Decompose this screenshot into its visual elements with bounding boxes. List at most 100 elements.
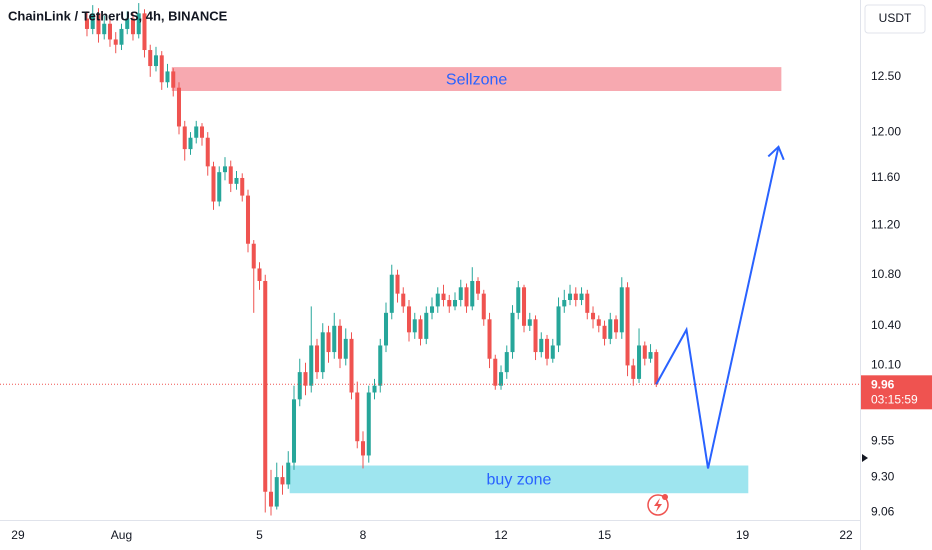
candle-body [257,268,262,281]
candle-body [228,166,233,184]
candle-body [355,392,360,442]
candle-body [165,71,170,83]
candle-body [251,243,256,269]
last-price-label: 9.96 [871,377,895,391]
x-tick-label: 12 [494,528,508,542]
x-tick-label: 19 [736,528,750,542]
candle-body [435,293,440,307]
candle-body [343,338,348,359]
currency-box[interactable] [864,4,926,34]
candle-body [153,55,158,67]
candle-body [596,319,601,326]
candle-body [487,319,492,359]
y-tick-label: 12.00 [871,124,901,138]
candle-body [84,18,89,29]
candle-body [401,293,406,307]
x-tick-label: 22 [839,528,853,542]
currency[interactable]: USDT [879,11,912,25]
candle-body [430,306,435,313]
candle-body [360,441,366,456]
alert-bolt[interactable] [654,498,662,512]
alert-dot[interactable] [662,494,668,500]
candle-body [476,280,481,294]
y-tick-label: 10.40 [871,318,901,332]
candle-body [539,338,544,353]
candle-body [268,491,274,507]
candle-body [130,18,135,35]
candle-body [205,137,210,167]
x-tick-label: 29 [11,528,25,542]
candle-body [619,287,624,333]
candle-body [217,172,222,202]
candle-body [424,312,429,339]
candle-body [234,177,239,184]
candle-body [96,13,101,35]
candle-body [642,345,647,359]
candle-body [591,312,596,320]
projection-line [655,146,780,469]
x-tick-label: 8 [360,528,367,542]
candle-body [510,312,515,353]
candle-body [148,50,153,67]
candle-body [447,300,452,307]
candle-body [194,126,199,138]
candle-body [125,18,130,29]
candle-body [516,287,521,313]
candle-body [637,345,642,379]
candle-body [493,358,498,386]
candle-body [171,71,176,88]
y-tick-label: 9.55 [871,433,895,447]
candle-body [556,306,561,346]
candle-body [389,274,394,313]
countdown-label: 03:15:59 [871,392,918,406]
y-tick-label: 10.10 [871,358,901,372]
candle-body [280,477,285,485]
candle-body [303,372,308,386]
candle-body [366,392,371,456]
candle-body [412,319,417,333]
candle-body [527,319,532,326]
y-tick-label: 9.30 [871,469,895,483]
x-tick-label: 5 [256,528,263,542]
candle-body [441,293,446,301]
candle-body [383,312,389,346]
candle-body [222,166,228,173]
candle-body [614,319,619,333]
chart-title: ChainLink / TetherUS, 4h, BINANCE [8,8,228,23]
candle-body [245,195,251,244]
candle-body [568,293,573,301]
y-tick-label: 9.06 [871,505,895,519]
candle-body [464,287,469,307]
y-tick-label: 12.50 [871,69,901,83]
candle-body [274,477,279,507]
y-tick-label: 11.20 [871,218,900,232]
candle-body [113,39,118,45]
candle-body [504,352,509,373]
zone-label: buy zone [487,472,552,489]
candle-body [625,287,630,366]
candle-body [309,345,314,386]
candle-body [378,345,383,386]
candle-body [90,13,95,29]
candle-body [481,293,486,320]
candle-body [102,23,107,35]
candle-body [349,338,354,393]
candle-body [372,385,377,393]
candle-body [499,372,504,386]
plot: Sellzone buy zone [84,3,785,516]
alert-icon[interactable] [647,494,669,516]
candle-body [458,287,463,301]
scroll-marker[interactable] [862,454,868,462]
candle-body [326,332,331,353]
last-price-box [861,375,932,410]
candle-body [176,87,181,127]
candle-body [199,126,205,138]
candle-body [406,306,412,333]
candle-body [107,23,112,40]
x-tick-label: Aug [111,528,132,542]
candle-body [297,372,302,400]
candle-body [395,274,400,294]
candle-body [263,280,268,492]
